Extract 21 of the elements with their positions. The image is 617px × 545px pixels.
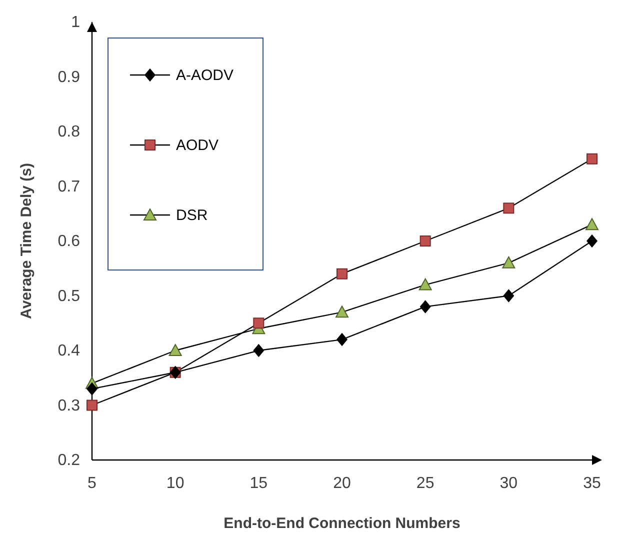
- x-tick-label: 25: [416, 475, 434, 492]
- x-axis-title: End-to-End Connection Numbers: [224, 515, 460, 532]
- legend-label: AODV: [176, 137, 219, 154]
- x-tick-label: 5: [88, 475, 97, 492]
- y-tick-label: 0.6: [58, 233, 80, 250]
- y-tick-label: 0.9: [58, 68, 80, 86]
- y-tick-label: 0.3: [58, 397, 80, 414]
- x-tick-label: 35: [583, 475, 601, 492]
- y-axis-title: Average Time Dely (s): [18, 163, 35, 319]
- x-tick-label: 30: [500, 475, 518, 492]
- legend-label: DSR: [176, 207, 208, 224]
- x-tick-label: 15: [250, 475, 268, 492]
- y-tick-label: 1: [71, 14, 80, 31]
- y-tick-label: 0.8: [58, 124, 80, 140]
- y-tick-label: 0.2: [58, 452, 80, 469]
- y-tick-label: 0.4: [58, 342, 80, 360]
- y-tick-label: 0.5: [58, 288, 80, 305]
- y-tick-label: 0.7: [58, 178, 80, 196]
- legend-label: A-AODV: [176, 67, 234, 84]
- x-tick-label: 20: [333, 475, 351, 492]
- x-tick-label: 10: [166, 475, 184, 492]
